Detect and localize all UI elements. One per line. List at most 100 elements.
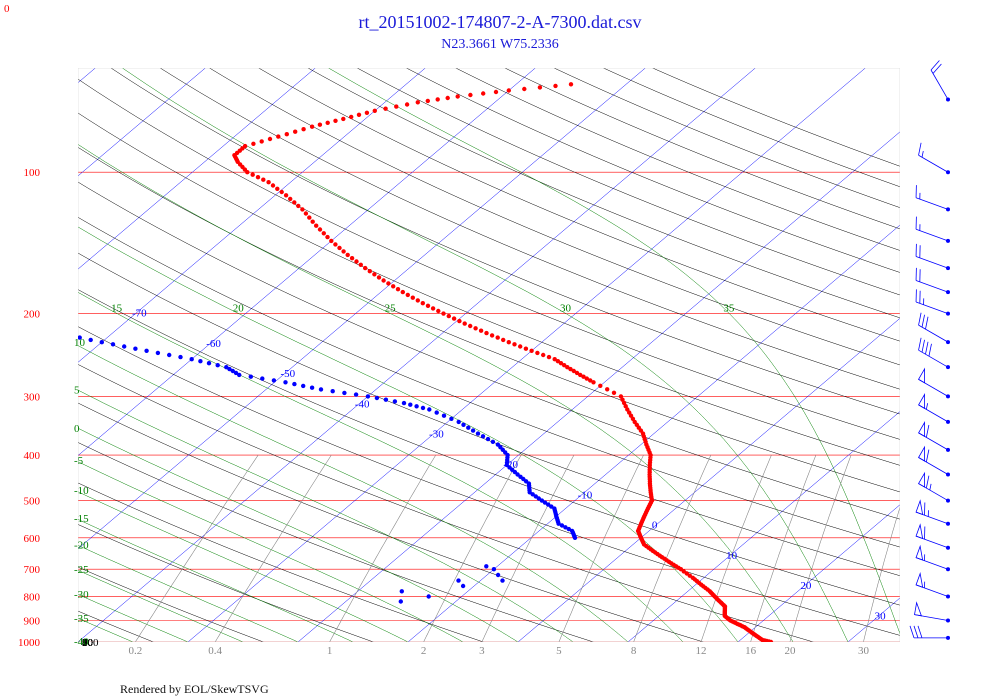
dewpoint-point [301, 383, 306, 389]
dry-adiabat-line [78, 78, 900, 440]
dewpoint-point [99, 340, 105, 345]
temperature-point [410, 295, 415, 300]
mixing-ratio-label: 5 [556, 645, 562, 657]
temperature-point [337, 245, 342, 251]
wind-barb-dot [946, 394, 950, 399]
mixing-ratio-label: 30 [858, 645, 870, 657]
moist-adiabat-line [78, 226, 739, 642]
temperature-point [310, 219, 315, 224]
temperature-point [555, 359, 561, 364]
mixing-ratio-line [789, 454, 852, 642]
data-layer [55, 82, 774, 642]
moist-adiabat-line [78, 594, 189, 642]
dewpoint-point [237, 372, 242, 378]
dry-adiabat-line [307, 68, 900, 319]
wind-barb [915, 216, 950, 243]
moist-adiabat-label: 35 [723, 303, 735, 315]
moist-adiabat-left-label: -15 [74, 513, 89, 525]
dewpoint-point [374, 395, 380, 401]
temperature-point [588, 378, 593, 383]
dewpoint-point [533, 494, 538, 499]
moist-adiabat-line [78, 389, 574, 642]
isotherm-label: -30 [429, 429, 444, 441]
mixing-ratio-line [750, 454, 817, 642]
temperature-point [372, 272, 377, 277]
mixing-ratio-line [135, 454, 259, 642]
isotherm-line [78, 68, 96, 84]
isotherm-line [297, 131, 900, 642]
temperature-point [553, 83, 558, 89]
moist-adiabat-left-label: -25 [74, 564, 89, 576]
mixing-ratio-line [917, 455, 965, 642]
dewpoint-point [292, 381, 297, 387]
wind-barb [915, 544, 950, 572]
dewpoint_extra-point [398, 599, 403, 604]
dewpoint-point [318, 387, 324, 392]
dewpoint-point [475, 431, 481, 436]
dewpoint-point [155, 350, 161, 356]
pressure-tick-label: 900 [24, 616, 41, 628]
temperature-point [367, 269, 372, 274]
temperature-point [255, 175, 261, 180]
mixing-ratio-label: 1 [327, 645, 333, 657]
wind-barbs [909, 60, 950, 640]
dewpoint-point [408, 402, 413, 407]
temperature-point [329, 238, 334, 244]
temperature-point [436, 308, 441, 314]
pressure-tick-label: 200 [24, 309, 41, 321]
grid-layer [0, 68, 965, 642]
dewpoint-point [55, 331, 59, 335]
moist-adiabat-left-label: -20 [74, 539, 89, 551]
temperature-point [309, 124, 315, 129]
pressure-tick-label: 700 [24, 564, 41, 576]
moist-adiabat-left-label: -35 [74, 613, 89, 625]
temperature-point [420, 301, 425, 306]
moist-adiabat-line [78, 292, 684, 642]
pressure-tick-label: 400 [24, 450, 41, 462]
dry-adiabat-line [0, 68, 43, 642]
dewpoint-point [566, 526, 571, 532]
moist-adiabat-left-label: 5 [74, 384, 80, 396]
moist-adiabat-line [78, 427, 519, 642]
isotherm-line [78, 68, 756, 642]
temperature-point [267, 136, 273, 142]
dewpoint-point [330, 389, 335, 394]
temperature-point [307, 215, 312, 220]
temperature-point [481, 91, 486, 96]
temperature-point [435, 97, 440, 102]
temperature-point [468, 323, 473, 329]
mixing-ratio-label: 8 [631, 645, 637, 657]
moist-adiabat-line [78, 569, 244, 642]
wind-barb-dot [946, 545, 950, 550]
temperature-point [296, 203, 301, 209]
dewpoint_extra-point [495, 572, 501, 578]
theta-left-label: 70 [82, 637, 94, 649]
temperature-point [541, 352, 546, 358]
moist-adiabat-left-label: -10 [74, 485, 89, 497]
dry-adiabat-line [258, 68, 900, 342]
temperature-point [493, 89, 499, 95]
pressure-tick-label: 600 [24, 533, 41, 545]
temperature-point [506, 340, 511, 345]
dry-adiabat-line [78, 181, 900, 520]
moist-adiabat-line [78, 345, 629, 642]
temperature-point [356, 112, 362, 118]
theta-left-label: 50 [82, 637, 94, 649]
temperature-point [363, 265, 368, 271]
isotherm-line [517, 317, 900, 642]
temperature-point [495, 335, 500, 340]
dry-adiabat-line [110, 68, 900, 415]
dewpoint-point [260, 376, 265, 381]
temperature-point [611, 390, 617, 395]
temperature-point [279, 189, 284, 195]
isotherm-label: -70 [132, 308, 147, 320]
moist-adiabat-left-label: 10 [74, 337, 86, 349]
dewpoint-point [539, 498, 545, 503]
temperature-point [358, 262, 363, 267]
temperature-point [293, 129, 298, 134]
mixing-ratio-label: 3 [479, 645, 485, 657]
temperature-point [284, 132, 289, 137]
temperature-point [354, 259, 359, 264]
mixing-ratio-label: 0.4 [208, 645, 222, 657]
